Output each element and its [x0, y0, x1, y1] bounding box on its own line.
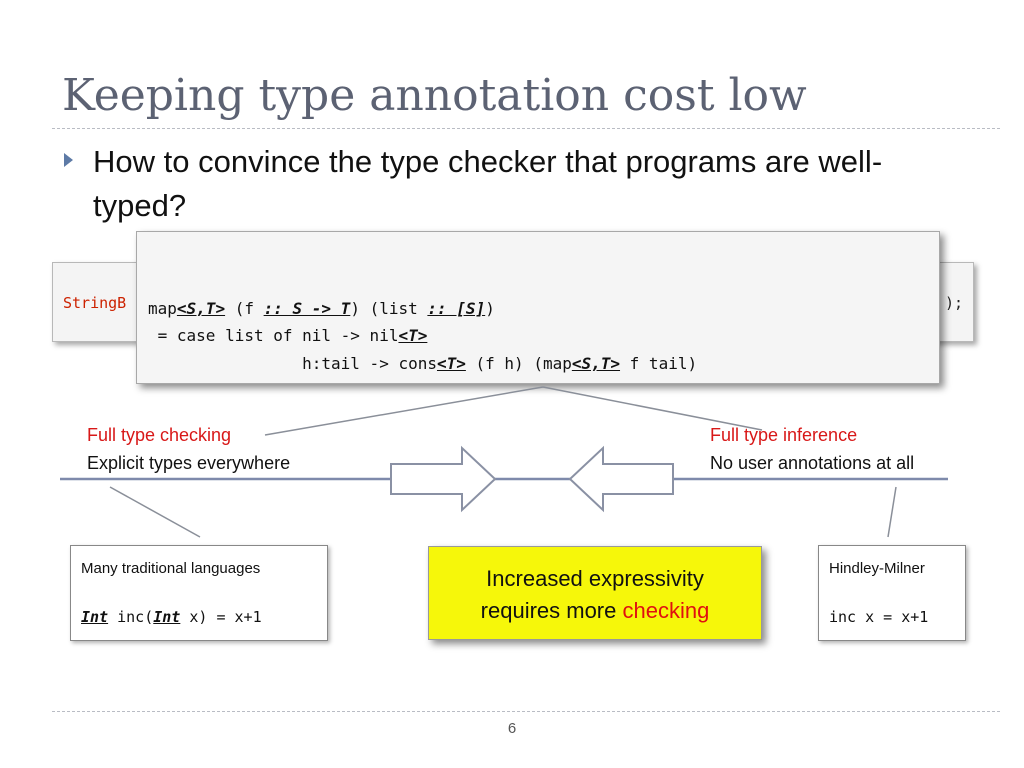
- arrow-right-icon: [390, 445, 497, 513]
- background-code-left: StringB: [63, 294, 127, 312]
- traditional-languages-title: Many traditional languages: [81, 560, 261, 577]
- hindley-milner-box: Hindley-Milner inc x = x+1: [818, 545, 966, 641]
- traditional-languages-box: Many traditional languages Int inc(Int x…: [70, 545, 328, 641]
- triangle-bullet-icon: [64, 153, 73, 167]
- title-divider: [52, 128, 1000, 129]
- page-number: 6: [507, 720, 517, 737]
- code-line-1: map<S,T> (f :: S -> T) (list :: [S]): [148, 299, 495, 318]
- connector-right-top: [542, 386, 763, 431]
- no-annotations-label: No user annotations at all: [710, 453, 915, 473]
- connector-left-top: [264, 386, 544, 436]
- code-line-3: h:tail -> cons<T> (f h) (map<S,T> f tail…: [148, 354, 698, 373]
- background-code-right: );: [944, 294, 963, 312]
- connector-left-bottom: [109, 486, 201, 538]
- full-type-inference-label: Full type inference: [710, 425, 858, 445]
- callout-line-1: Increased expressivity: [486, 566, 704, 591]
- explicit-types-label: Explicit types everywhere: [87, 453, 291, 473]
- traditional-languages-code: Int inc(Int x) = x+1: [81, 608, 262, 626]
- code-popup: map<S,T> (f :: S -> T) (list :: [S]) = c…: [136, 231, 940, 384]
- connector-right-bottom: [887, 486, 897, 538]
- footer-divider: [52, 711, 1000, 712]
- expressivity-callout: Increased expressivity requires more che…: [428, 546, 762, 640]
- code-line-2: = case list of nil -> nil<T>: [148, 326, 428, 345]
- callout-line-2: requires more checking: [480, 598, 710, 623]
- hindley-milner-code: inc x = x+1: [829, 608, 929, 626]
- hindley-milner-title: Hindley-Milner: [829, 560, 925, 577]
- slide-title: Keeping type annotation cost low: [62, 70, 807, 121]
- bullet-text: How to convince the type checker that pr…: [93, 144, 883, 223]
- full-type-checking-label: Full type checking: [87, 425, 232, 445]
- arrow-left-icon: [568, 445, 674, 513]
